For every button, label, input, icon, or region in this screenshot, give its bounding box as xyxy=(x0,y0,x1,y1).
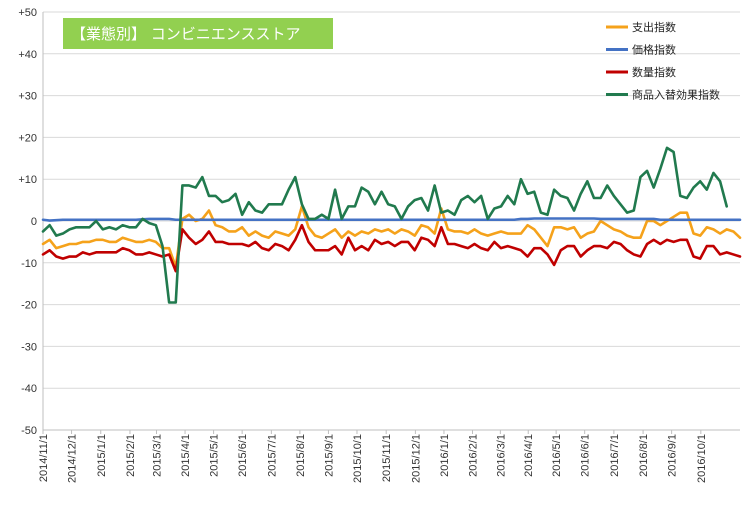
y-tick-label-0: +50 xyxy=(18,7,37,19)
x-tick-label-9: 2015/8/1 xyxy=(295,434,307,477)
y-tick-label-8: -30 xyxy=(21,341,37,353)
x-tick-label-16: 2016/3/1 xyxy=(495,434,507,477)
x-tick-label-5: 2015/4/1 xyxy=(180,434,192,477)
x-tick-label-12: 2015/11/1 xyxy=(381,434,393,482)
x-tick-label-18: 2016/5/1 xyxy=(551,434,563,477)
y-tick-labels: +50 +40 +30 +20 +10 0 -10 -20 -30 -40 -50 xyxy=(18,7,37,437)
x-tick-label-3: 2015/2/1 xyxy=(125,434,137,477)
x-tick-label-10: 2015/9/1 xyxy=(323,434,335,477)
x-tick-label-23: 2016/10/1 xyxy=(696,434,708,483)
x-tick-label-22: 2016/9/1 xyxy=(667,434,679,477)
legend-item-1: 価格指数 xyxy=(606,43,676,57)
x-tick-label-14: 2016/1/1 xyxy=(439,434,451,477)
y-tick-label-5: 0 xyxy=(31,216,37,228)
series-line-3 xyxy=(41,146,729,304)
x-tick-label-19: 2016/6/1 xyxy=(580,434,592,477)
x-tick-label-2: 2015/1/1 xyxy=(96,434,108,477)
x-tick-label-1: 2014/12/1 xyxy=(67,434,79,483)
series-line-1 xyxy=(41,217,742,222)
x-tick-label-17: 2016/4/1 xyxy=(523,434,535,477)
legend-label-2: 数量指数 xyxy=(632,65,676,79)
legend-item-3: 商品入替効果指数 xyxy=(606,88,720,102)
legend-item-0: 支出指数 xyxy=(606,20,676,34)
legend-label-3: 商品入替効果指数 xyxy=(632,88,720,102)
y-tick-label-2: +30 xyxy=(18,91,37,103)
x-tick-labels: 2014/11/1 2014/12/1 2015/1/1 2015/2/1 2015/3… xyxy=(38,434,708,483)
legend-label-1: 価格指数 xyxy=(632,43,676,57)
y-tick-label-10: -50 xyxy=(21,425,37,437)
x-tick-label-0: 2014/11/1 xyxy=(38,434,50,482)
x-tick-label-15: 2016/2/1 xyxy=(467,434,479,477)
legend-label-0: 支出指数 xyxy=(632,20,676,34)
chart-title-box: 【業態別】 コンビニエンスストア xyxy=(63,18,333,49)
y-tick-label-6: -10 xyxy=(21,258,37,270)
x-tick-label-21: 2016/8/1 xyxy=(638,434,650,477)
x-tick-label-8: 2015/7/1 xyxy=(266,434,278,477)
x-tick-label-13: 2015/12/1 xyxy=(410,434,422,483)
y-tick-label-3: +20 xyxy=(18,132,37,144)
x-tick-label-11: 2015/10/1 xyxy=(352,434,364,483)
series-line-0 xyxy=(41,205,742,269)
y-tick-label-9: -40 xyxy=(21,383,37,395)
x-tick-label-20: 2016/7/1 xyxy=(609,434,621,477)
series-lines xyxy=(41,146,742,304)
chart-title-background xyxy=(63,18,333,49)
y-tick-label-7: -20 xyxy=(21,300,37,312)
chart-title: 【業態別】 コンビニエンスストア xyxy=(71,25,300,43)
x-tick-label-6: 2015/5/1 xyxy=(209,434,221,477)
legend-item-2: 数量指数 xyxy=(606,65,676,79)
x-tick-label-4: 2015/3/1 xyxy=(152,434,164,477)
y-tick-label-4: +10 xyxy=(18,174,37,186)
series-line-2 xyxy=(41,223,742,273)
y-tick-label-1: +40 xyxy=(18,49,37,61)
x-tick-label-7: 2015/6/1 xyxy=(237,434,249,477)
